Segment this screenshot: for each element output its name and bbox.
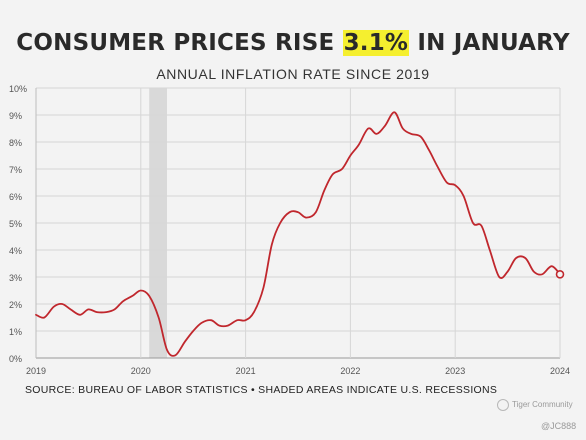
y-tick-label: 9% <box>9 111 22 121</box>
axis-layer: 0% 1% 2% 3% 4% 5% 6% 7% 8% 9% 10% 2019 2020 2021 2022 2… <box>9 84 570 376</box>
grid-layer <box>35 87 561 359</box>
y-tick-label: 4% <box>9 246 22 256</box>
watermark-logo-icon <box>497 399 509 411</box>
x-tick-label: 2021 <box>236 366 256 376</box>
x-tick-label: 2019 <box>26 366 46 376</box>
chart-subtitle: ANNUAL INFLATION RATE SINCE 2019 <box>156 66 430 82</box>
y-tick-label: 10% <box>9 84 27 94</box>
x-tick-label: 2020 <box>131 366 151 376</box>
x-tick-label: 2024 <box>550 366 570 376</box>
watermark-logo: Tiger Community <box>497 399 573 411</box>
y-tick-label: 1% <box>9 327 22 337</box>
x-tick-label: 2022 <box>340 366 360 376</box>
watermark-logo-text: Tiger Community <box>512 400 573 410</box>
y-tick-label: 2% <box>9 300 22 310</box>
title-after: IN JANUARY <box>409 30 570 56</box>
chart-title: CONSUMER PRICES RISE 3.1% IN JANUARY <box>0 30 586 56</box>
y-tick-label: 6% <box>9 192 22 202</box>
y-tick-label: 7% <box>9 165 22 175</box>
series-line-layer <box>35 111 565 357</box>
source-note: SOURCE: BUREAU OF LABOR STATISTICS • SHA… <box>25 384 498 396</box>
y-tick-label: 8% <box>9 138 22 148</box>
series-line-0 <box>35 111 561 357</box>
last-point-marker <box>555 269 565 279</box>
title-highlight: 3.1% <box>342 30 410 56</box>
watermark-user: @JC888 <box>541 421 577 431</box>
y-tick-label: 0% <box>9 354 22 364</box>
x-tick-label: 2023 <box>445 366 465 376</box>
y-tick-label: 5% <box>9 219 22 229</box>
y-tick-label: 3% <box>9 273 22 283</box>
title-before: CONSUMER PRICES RISE <box>16 30 343 56</box>
